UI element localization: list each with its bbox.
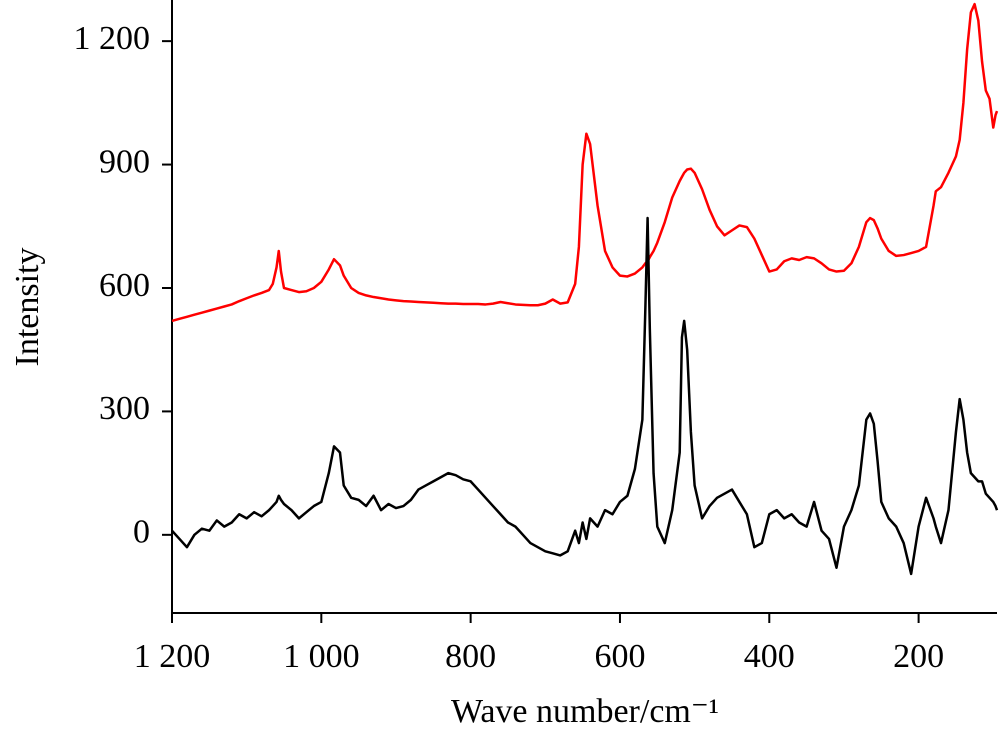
- x-axis-label: Wave number/cm⁻¹: [451, 693, 719, 730]
- y-tick-label: 300: [99, 390, 150, 427]
- y-axis-label: Intensity: [9, 248, 46, 367]
- y-tick-label: 1 200: [74, 20, 151, 57]
- x-tick-label: 1 000: [283, 638, 360, 675]
- series-line: [171, 2, 999, 323]
- x-tick-label: 800: [445, 638, 496, 675]
- x-tick-label: 1 200: [134, 638, 211, 675]
- x-tick-label: 600: [594, 638, 645, 675]
- x-tick-label: 200: [893, 638, 944, 675]
- x-tick-label: 400: [744, 638, 795, 675]
- y-tick-label: 600: [99, 267, 150, 304]
- y-tick-label: 0: [133, 514, 150, 551]
- y-tick-label: 900: [99, 143, 150, 180]
- series-line: [171, 216, 999, 576]
